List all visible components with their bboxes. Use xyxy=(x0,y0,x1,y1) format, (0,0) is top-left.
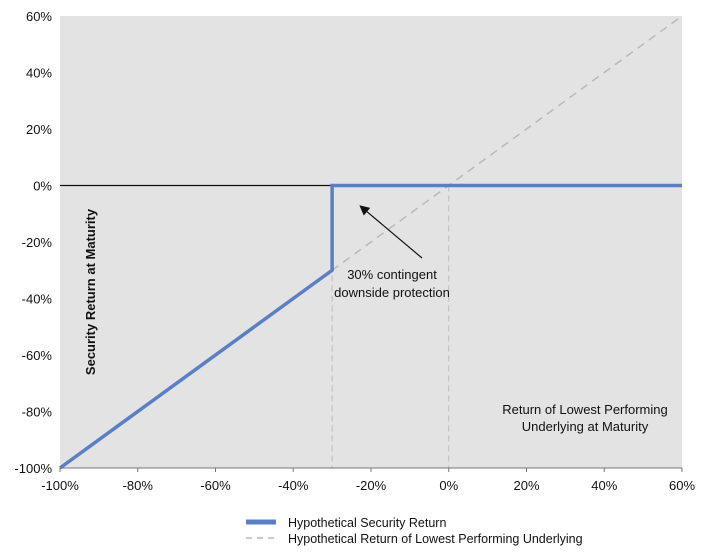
x-axis-title-line-1: Return of Lowest Performing xyxy=(502,402,667,417)
y-tick-label: -40% xyxy=(22,292,53,307)
x-tick-label: 60% xyxy=(669,478,695,493)
x-tick-label: 40% xyxy=(591,478,617,493)
x-tick-label: 0% xyxy=(439,478,458,493)
x-tick-label: 20% xyxy=(513,478,539,493)
x-tick-label: -20% xyxy=(356,478,387,493)
x-tick-label: -60% xyxy=(200,478,231,493)
x-axis-title-line-2: Underlying at Maturity xyxy=(522,419,649,434)
annotations: 30% contingent downside protection xyxy=(334,205,450,300)
y-tick-label: -20% xyxy=(22,235,53,250)
y-tick-label: 60% xyxy=(26,9,52,24)
axis-ticks: -100% -80% -60% -40% -20% 0% 20% 40% 60% -100% -80… xyxy=(14,9,695,493)
legend-underlying-label: Hypothetical Return of Lowest Performing… xyxy=(288,532,583,546)
y-tick-label: -80% xyxy=(22,405,53,420)
legend: Hypothetical Security Return Hypothetica… xyxy=(246,516,583,546)
x-tick-label: -100% xyxy=(41,478,79,493)
annotation-arrow-head xyxy=(359,205,371,216)
annotation-line-2: downside protection xyxy=(334,285,450,300)
y-tick-label: 40% xyxy=(26,66,52,81)
x-tick-label: -40% xyxy=(278,478,309,493)
annotation-line-1: 30% contingent xyxy=(347,267,437,282)
y-tick-label: -100% xyxy=(14,461,52,476)
legend-security-label: Hypothetical Security Return xyxy=(288,516,446,530)
x-tick-label: -80% xyxy=(123,478,154,493)
security-return-line xyxy=(58,183,682,470)
y-tick-label: 0% xyxy=(33,179,52,194)
y-axis-title: Security Return at Maturity xyxy=(83,208,98,375)
series-lines xyxy=(58,15,683,470)
y-tick-label: -60% xyxy=(22,348,53,363)
annotation-arrow-shaft xyxy=(366,211,423,259)
y-tick-label: 20% xyxy=(26,122,52,137)
